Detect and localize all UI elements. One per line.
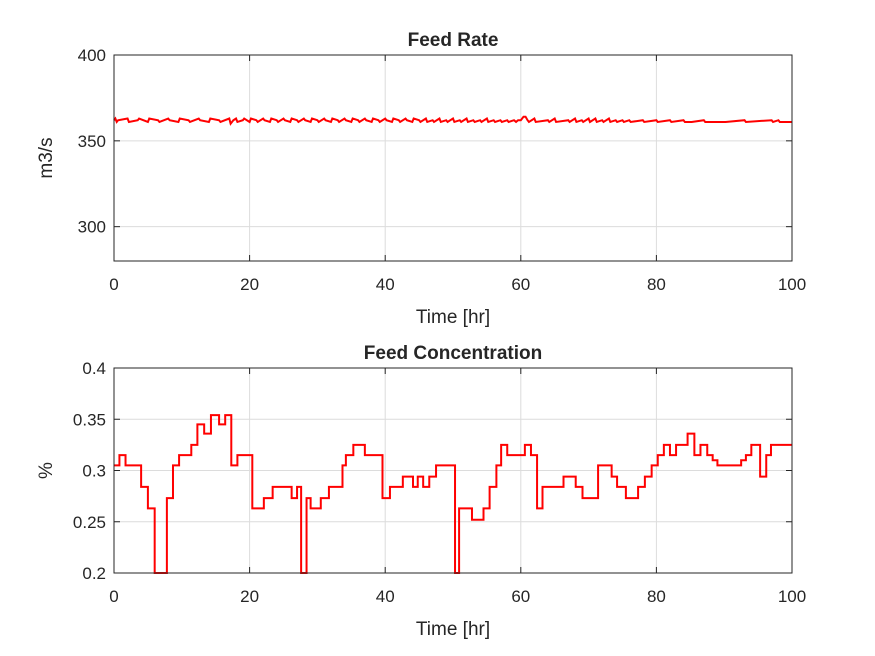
feed-concentration-y-tick-label: 0.2 [82, 564, 106, 583]
feed-rate-series-line [113, 115, 792, 126]
feed-concentration-x-tick-label: 0 [109, 587, 118, 606]
feed-rate-y-axis-label: m3/s [36, 137, 57, 178]
feed-rate-x-tick-label: 40 [376, 275, 395, 294]
feed-concentration-x-tick-label: 20 [240, 587, 259, 606]
feed-rate-axes-frame [113, 54, 793, 262]
feed-rate-y-tick-label: 350 [78, 132, 106, 151]
feed-concentration-x-tick-label: 40 [376, 587, 395, 606]
feed-concentration-y-tick-label: 0.4 [82, 359, 106, 378]
feed-concentration-x-tick-label: 60 [511, 587, 530, 606]
feed-rate-title: Feed Rate [408, 30, 499, 51]
feed-concentration-x-tick-label: 80 [647, 587, 666, 606]
feed-concentration-series-line [114, 414, 792, 574]
feed-rate-x-axis-label: Time [hr] [416, 307, 490, 328]
feed-rate-x-tick-label: 0 [109, 275, 118, 294]
feed-concentration-y-tick-label: 0.35 [73, 410, 106, 429]
feed-rate-x-tick-label: 60 [511, 275, 530, 294]
feed-rate-axes: 0 20 40 60 80 100 300 350 400 Feed Rate Time [hr] m… [36, 30, 806, 328]
feed-rate-y-tick-label: 300 [78, 218, 106, 237]
feed-concentration-y-axis-label: % [36, 462, 57, 479]
feed-concentration-y-tick-label: 0.3 [82, 462, 106, 481]
feed-concentration-axes: 0 20 40 60 80 100 0.2 0.25 0.3 0.35 0.4 Feed Concen… [36, 343, 806, 640]
feed-rate-x-tick-label: 100 [778, 275, 806, 294]
feed-concentration-y-tick-label: 0.25 [73, 513, 106, 532]
feed-rate-x-tick-label: 20 [240, 275, 259, 294]
feed-concentration-title: Feed Concentration [364, 343, 542, 364]
feed-rate-plot-area [114, 55, 792, 261]
feed-rate-x-tick-label: 80 [647, 275, 666, 294]
feed-concentration-x-axis-label: Time [hr] [416, 619, 490, 640]
feed-rate-y-tick-label: 400 [78, 46, 106, 65]
feed-concentration-x-tick-label: 100 [778, 587, 806, 606]
